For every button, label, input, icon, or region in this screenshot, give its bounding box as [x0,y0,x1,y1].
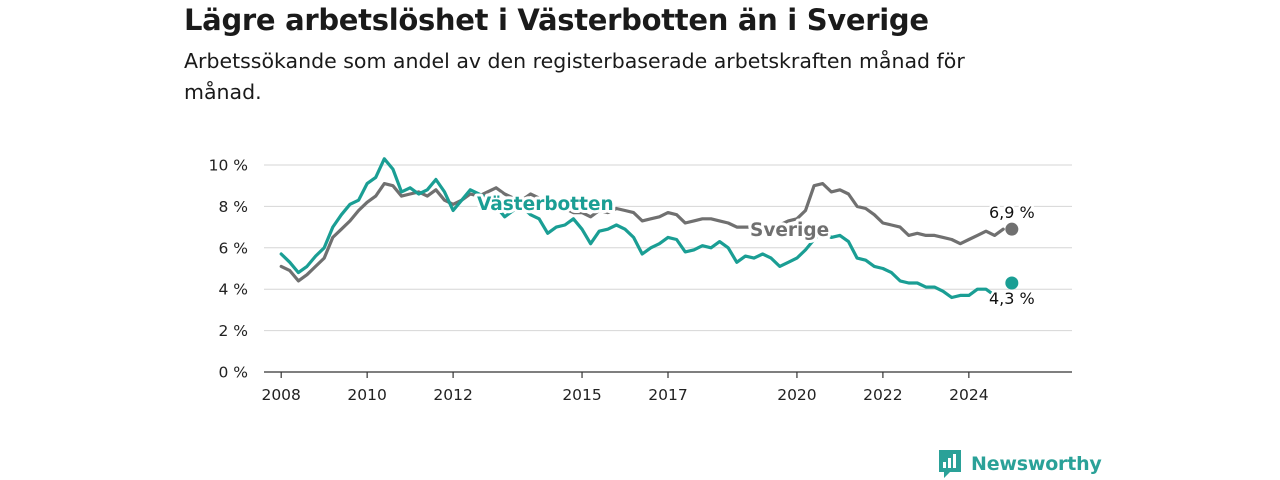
x-tick-label: 2017 [648,386,687,404]
end-markers: 6,9 % 4,3 % [986,201,1037,311]
y-tick-label: 10 % [209,157,248,175]
page-title: Lägre arbetslöshet i Västerbotten än i S… [184,3,929,37]
grid-lines [264,164,1072,332]
x-tick-label: 2008 [261,386,300,404]
x-tick-label: 2020 [777,386,816,404]
y-tick-label: 0 % [218,364,248,382]
series-labels: Sverige Västerbotten [474,191,832,244]
end-marker-vasterbotten [1005,276,1019,290]
x-tick-label: 2010 [347,386,386,404]
brand-name: Newsworthy [971,453,1102,475]
y-tick-label: 4 % [218,281,248,299]
end-marker-sverige [1005,222,1019,236]
brand-logo: Newsworthy [937,448,1102,480]
y-tick-label: 8 % [218,198,248,216]
series-line-vasterbotten [279,157,997,300]
y-tick-label: 2 % [218,322,248,340]
x-axis-ticks [280,372,970,378]
end-value-label-vasterbotten: 4,3 % [989,289,1035,308]
y-axis-tick-labels: 0 % 2 % 4 % 6 % 8 % 10 % [209,157,248,382]
x-tick-label: 2022 [863,386,902,404]
series-label-sverige: Sverige [750,220,829,241]
series-label-vasterbotten: Västerbotten [477,194,614,215]
unemployment-line-chart: 0 % 2 % 4 % 6 % 8 % 10 % 2008 2010 2012 2015 2017… [209,157,1072,404]
x-tick-label: 2024 [949,386,988,404]
x-tick-label: 2012 [433,386,472,404]
newsworthy-logo-icon [939,450,961,478]
x-tick-label: 2015 [562,386,601,404]
x-axis-tick-labels: 2008 2010 2012 2015 2017 2020 2022 2024 [261,386,988,404]
page-subtitle: Arbetssökande som andel av den registerb… [184,49,965,104]
series-line-sverige [279,182,1005,283]
series-lines [279,157,1005,300]
y-tick-label: 6 % [218,239,248,257]
end-value-label-sverige: 6,9 % [989,203,1035,222]
